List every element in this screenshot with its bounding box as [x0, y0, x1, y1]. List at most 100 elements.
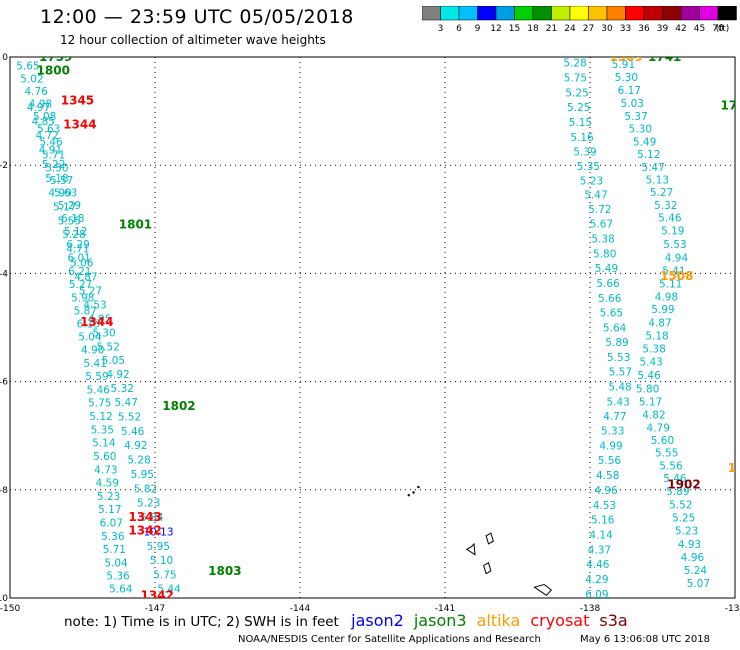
- swh-value: 5.02: [20, 73, 43, 85]
- swh-value: 5.67: [590, 219, 613, 231]
- swh-value: 5.35: [91, 424, 114, 436]
- pass-time-label: 1508: [660, 269, 693, 283]
- swh-value: 6.29: [66, 239, 89, 251]
- pass-time-label: 1344: [63, 118, 96, 132]
- swh-value: 5.13: [646, 174, 669, 186]
- swh-value: 5.12: [64, 226, 87, 238]
- x-tick-label: -138: [580, 604, 601, 614]
- swh-value: 5.80: [636, 383, 659, 395]
- colorbar-tick-label: 27: [583, 24, 594, 34]
- swh-value: 5.65: [16, 61, 39, 73]
- swh-value: 5.38: [642, 344, 665, 356]
- swh-value: 5.95: [131, 469, 154, 481]
- swh-value: 5.23: [137, 498, 160, 510]
- swh-value: 5.71: [42, 150, 65, 162]
- pass-time-label: 1801: [119, 218, 152, 232]
- legend-cryosat: cryosat: [530, 611, 590, 630]
- swh-value: 4.14: [589, 529, 613, 541]
- swh-value: 4.96: [594, 485, 618, 497]
- swh-value: 5.25: [565, 87, 588, 99]
- swh-value: 5.11: [659, 279, 682, 291]
- swh-value: 5.18: [645, 330, 668, 342]
- swh-value: 5.30: [629, 124, 652, 136]
- pass-time-label: 1803: [208, 564, 241, 578]
- swh-value: 5.46: [637, 370, 661, 382]
- swh-value: 5.50: [45, 163, 68, 175]
- swh-value: 5.43: [639, 357, 662, 369]
- swh-value: 5.25: [567, 102, 590, 114]
- legend-jason2: jason2: [351, 611, 404, 630]
- island-dot: [417, 485, 420, 489]
- swh-value: 5.65: [600, 308, 623, 320]
- swh-value: 5.66: [596, 278, 620, 290]
- swh-value: 5.82: [134, 483, 157, 495]
- credit-text: NOAA/NESDIS Center for Satellite Applica…: [238, 634, 541, 645]
- colorbar-tick-label: 39: [657, 24, 669, 34]
- map-subtitle: 12 hour collection of altimeter wave hei…: [60, 33, 326, 47]
- colorbar-tick-label: 6: [456, 24, 462, 34]
- legend-altika: altika: [476, 611, 521, 630]
- swh-value: 5.04: [104, 557, 128, 569]
- swh-value: 5.15: [569, 117, 592, 129]
- y-tick-label: -2: [0, 161, 8, 171]
- swh-value: 5.63: [54, 187, 77, 199]
- colorbar-tick-label: 70: [712, 24, 724, 34]
- swh-value: 5.08: [33, 111, 56, 123]
- pass-time-label: 1741: [648, 50, 681, 64]
- swh-value: 4.87: [648, 317, 671, 329]
- colorbar-tick-label: 12: [490, 24, 501, 34]
- colorbar-tick-label: 24: [564, 24, 576, 34]
- swh-value: 5.98: [71, 292, 94, 304]
- colorbar-tick-label: 45: [694, 24, 705, 34]
- swh-value: 5.04: [78, 332, 102, 344]
- swh-value: 5.07: [687, 578, 710, 590]
- swh-value: 5.25: [672, 513, 695, 525]
- note-line: note: 1) Time is in UTC; 2) SWH is in fe…: [64, 611, 646, 630]
- swh-value: 5.36: [101, 531, 125, 543]
- swh-value: 4.95: [88, 313, 111, 325]
- swh-value: 5.19: [661, 226, 684, 238]
- swh-value: 5.17: [639, 397, 662, 409]
- y-tick-label: -6: [0, 378, 8, 388]
- pass-time-label: 1802: [162, 399, 195, 413]
- generation-timestamp: May 6 13:06:08 UTC 2018: [580, 634, 710, 645]
- swh-value: 5.30: [92, 327, 115, 339]
- pass-time-label: 1759: [39, 50, 72, 64]
- swh-value: 4.94: [665, 252, 689, 264]
- x-tick-label: -144: [290, 604, 311, 614]
- swh-value: 5.38: [591, 234, 614, 246]
- swh-value: 5.53: [663, 239, 686, 251]
- swh-value: 4.72: [36, 130, 59, 142]
- island-dot: [412, 491, 415, 494]
- swh-value: 5.10: [150, 555, 173, 567]
- colorbar-tick-label: 42: [675, 24, 686, 34]
- swh-value: 4.91: [39, 144, 62, 156]
- swh-values: 5.375.655.024.764.985.085.635.465.715.50…: [12, 48, 735, 598]
- swh-value: 5.28: [563, 58, 586, 70]
- swh-value: 4.92: [106, 369, 129, 381]
- swh-value: 6.17: [618, 85, 641, 97]
- swh-value: 5.29: [58, 200, 81, 212]
- swh-value: 5.48: [608, 381, 631, 393]
- swh-value: 5.24: [684, 565, 708, 577]
- swh-value: 5.95: [147, 541, 170, 553]
- swh-value: 5.37: [12, 48, 35, 60]
- swh-value: 5.03: [621, 98, 644, 110]
- swh-value: 5.22: [42, 159, 65, 171]
- island-outline: [533, 583, 553, 596]
- island-outline: [465, 542, 476, 556]
- colorbar-swatch: [717, 6, 737, 21]
- swh-value: 5.99: [651, 304, 674, 316]
- swh-value: 5.16: [570, 132, 594, 144]
- swh-value: 5.75: [153, 570, 176, 582]
- swh-value: 5.33: [601, 426, 624, 438]
- swh-value: 4.98: [655, 291, 678, 303]
- swh-value: 6.15: [77, 318, 100, 330]
- note-text: note: 1) Time is in UTC; 2) SWH is in fe…: [64, 614, 339, 630]
- swh-value: 5.47: [641, 162, 664, 174]
- colorbar-tick-label: 9: [475, 24, 481, 34]
- swh-value: 5.49: [633, 136, 656, 148]
- swh-value: 4.87: [74, 272, 97, 284]
- swh-value: 5.46: [86, 384, 110, 396]
- swh-value: 5.32: [654, 200, 677, 212]
